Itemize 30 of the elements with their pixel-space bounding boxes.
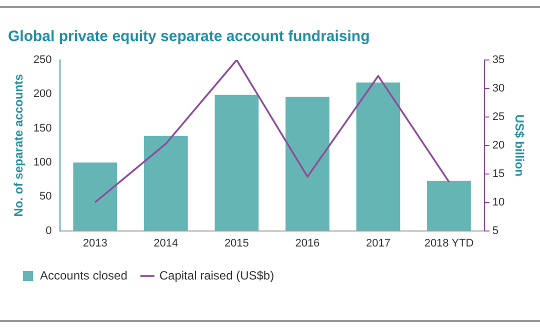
- y-tick-label: 200: [33, 88, 52, 100]
- bar: [427, 180, 471, 231]
- y-axis-title: No. of separate accounts: [12, 74, 26, 217]
- bar: [144, 136, 188, 231]
- y2-tick-label: 35: [492, 54, 505, 66]
- x-tick-label: 2018 YTD: [424, 237, 474, 250]
- x-tick-label: 2015: [224, 237, 249, 250]
- y2-axis-title: US$ billion: [512, 114, 526, 176]
- y-tick-label: 100: [33, 156, 52, 169]
- bar: [214, 94, 259, 231]
- y2-tick-label: 5: [492, 224, 498, 237]
- y2-tick-label: 15: [492, 168, 505, 180]
- legend-label: Accounts closed: [40, 268, 128, 282]
- legend-label: Capital raised (US$b): [159, 268, 274, 282]
- y-tick-label: 50: [40, 190, 52, 203]
- x-tick-label: 2013: [82, 237, 108, 250]
- chart-title: Global private equity separate account fundraising: [8, 28, 370, 46]
- y-tick-label: 0: [46, 224, 52, 237]
- y2-tick-label: 10: [492, 196, 505, 208]
- x-tick-label: 2014: [154, 237, 178, 250]
- y2-tick-label: 30: [492, 82, 505, 94]
- y-tick-label: 150: [33, 122, 52, 134]
- bar: [73, 162, 118, 231]
- x-tick-label: 2017: [366, 237, 390, 250]
- bar: [356, 82, 400, 231]
- x-tick-label: 2016: [295, 237, 320, 250]
- y2-tick-label: 25: [492, 110, 505, 123]
- bar: [286, 96, 330, 231]
- y-tick-label: 250: [33, 54, 52, 66]
- y2-tick-label: 20: [492, 139, 505, 152]
